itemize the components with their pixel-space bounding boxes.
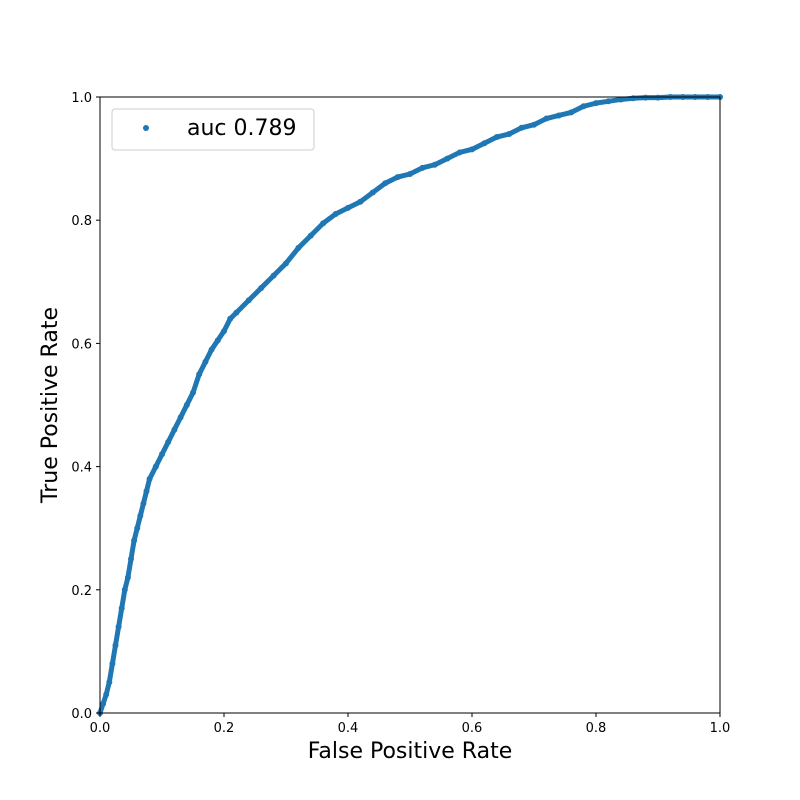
roc-point (183, 402, 190, 408)
roc-point (345, 204, 351, 211)
roc-point (140, 500, 147, 507)
roc-point (152, 463, 159, 470)
legend-entry-label: auc 0.789 (187, 116, 297, 141)
roc-point (369, 189, 376, 196)
roc-point (357, 198, 364, 205)
roc-point (146, 475, 153, 482)
roc-point (233, 309, 240, 316)
y-tick-label: 0.2 (71, 584, 92, 599)
roc-point (444, 155, 451, 162)
roc-point (214, 337, 221, 344)
legend-box (111, 108, 315, 151)
roc-point (177, 414, 184, 421)
roc-point (131, 537, 138, 544)
roc-curve-line (97, 94, 723, 716)
y-tick-label: 0.0 (71, 707, 92, 722)
legend-marker (143, 125, 149, 131)
roc-point (518, 124, 525, 131)
y-axis-label: True Positive Rate (38, 307, 63, 504)
roc-point (118, 605, 125, 612)
legend: auc 0.789 (111, 108, 315, 151)
x-tick-label: 0.2 (214, 721, 235, 736)
roc-point (100, 700, 107, 707)
roc-point (202, 358, 209, 365)
roc-point (109, 660, 116, 667)
roc-point (593, 100, 599, 107)
roc-point (208, 346, 215, 353)
roc-point (134, 525, 141, 532)
roc-point (221, 328, 227, 335)
roc-point (320, 220, 327, 227)
roc-point (543, 115, 550, 122)
roc-point (655, 94, 661, 101)
roc-point (112, 642, 119, 649)
roc-point (431, 161, 438, 168)
roc-point (137, 512, 144, 519)
roc-point (270, 272, 277, 279)
roc-point (419, 164, 426, 171)
roc-point (617, 96, 624, 103)
roc-point (258, 284, 265, 291)
roc-point (128, 556, 134, 562)
x-tick-label: 0.8 (586, 721, 607, 736)
roc-point (580, 103, 587, 110)
roc-point (630, 95, 637, 102)
x-axis-label: False Positive Rate (308, 739, 512, 764)
roc-point (196, 371, 203, 378)
roc-point (103, 691, 110, 698)
roc-point (407, 171, 413, 177)
roc-point (159, 451, 165, 458)
y-tick-label: 1.0 (71, 91, 92, 106)
roc-point (227, 315, 234, 322)
x-tick-label: 0.0 (90, 721, 111, 736)
x-axis: 0.0 0.2 0.4 0.6 0.8 1.0 (90, 713, 731, 736)
roc-point (295, 244, 302, 251)
x-tick-label: 1.0 (710, 721, 731, 736)
roc-point (307, 232, 314, 239)
roc-point (642, 94, 649, 101)
roc-point (143, 488, 150, 495)
roc-point (121, 586, 128, 593)
y-tick-label: 0.8 (71, 214, 92, 229)
roc-point (568, 109, 575, 116)
roc-point (555, 112, 562, 119)
roc-point (283, 260, 289, 267)
roc-point (493, 134, 500, 141)
y-tick-label: 0.6 (71, 337, 92, 352)
roc-point (190, 389, 196, 396)
roc-point (106, 679, 113, 686)
roc-point (394, 174, 401, 181)
roc-point (171, 426, 178, 433)
roc-point (165, 438, 172, 445)
roc-point (456, 149, 463, 156)
y-tick-label: 0.4 (71, 461, 92, 476)
roc-point (506, 130, 513, 137)
roc-point (124, 574, 131, 581)
y-axis: 0.0 0.2 0.4 0.6 0.8 1.0 (71, 91, 100, 722)
roc-point (605, 98, 612, 105)
roc-point (245, 297, 252, 304)
roc-point (469, 146, 475, 153)
roc-point (115, 623, 122, 630)
roc-point (382, 180, 389, 187)
x-tick-label: 0.4 (338, 721, 359, 736)
x-tick-label: 0.6 (462, 721, 483, 736)
roc-point (332, 211, 339, 218)
roc-point (531, 121, 537, 128)
plot-frame (99, 96, 721, 714)
roc-point (481, 140, 488, 147)
